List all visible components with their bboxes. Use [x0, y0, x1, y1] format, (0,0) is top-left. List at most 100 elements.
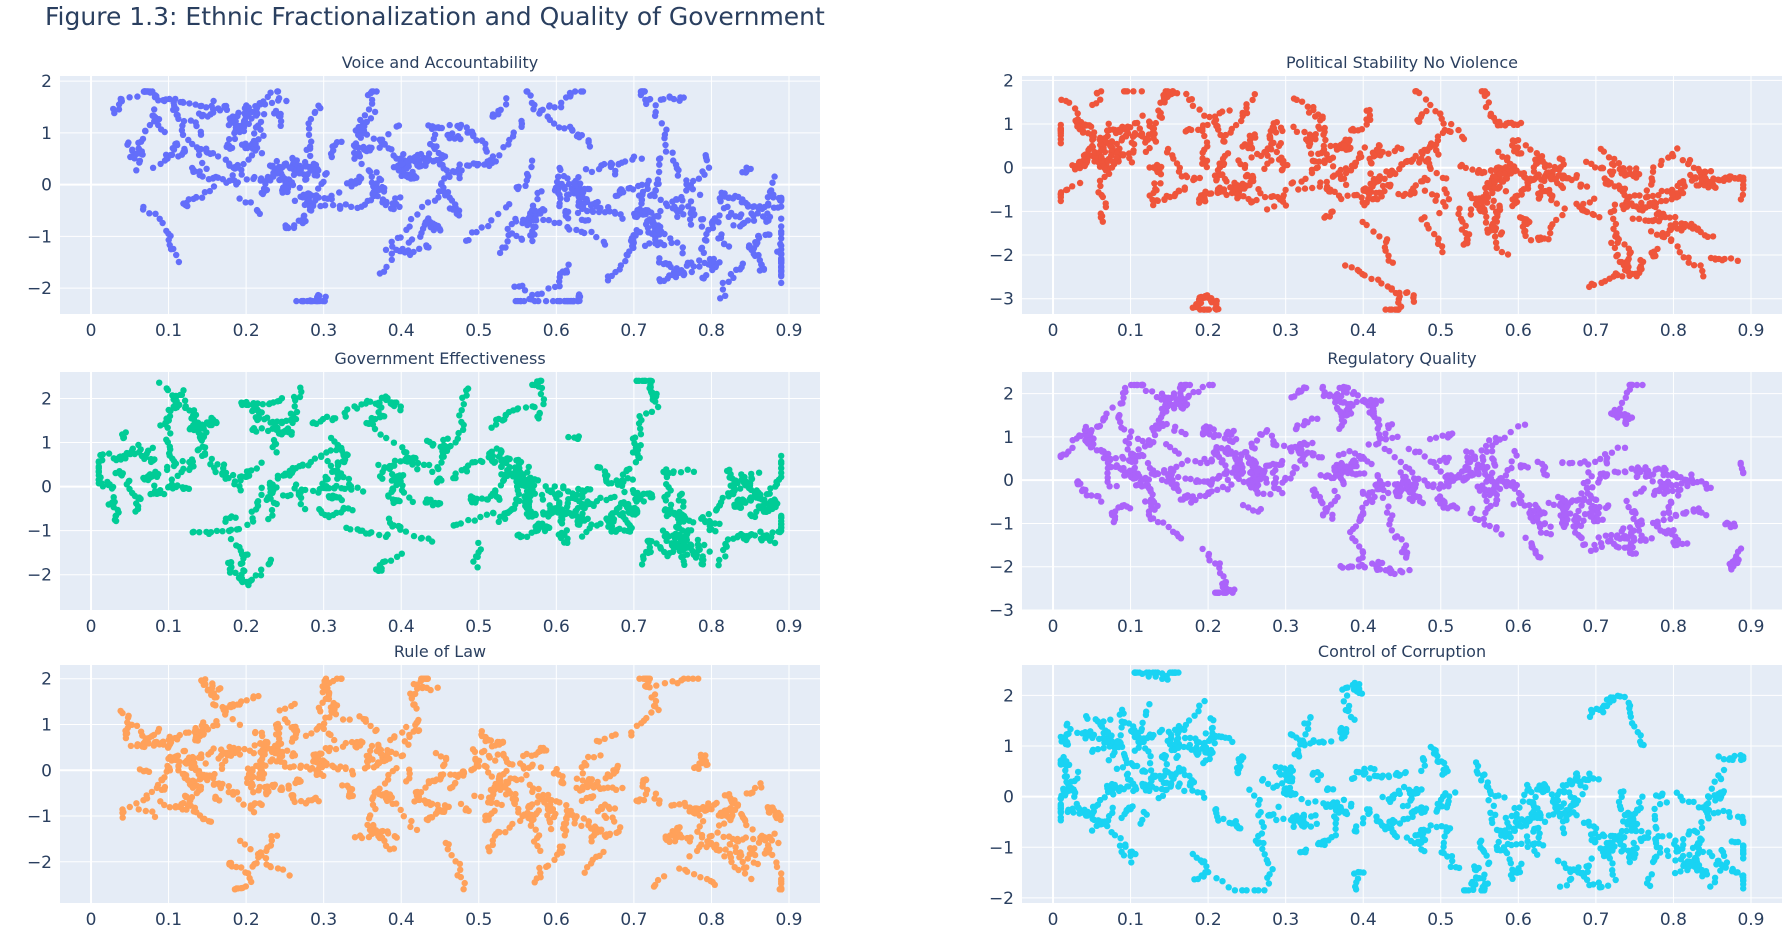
- scatter-point: [149, 164, 157, 171]
- scatter-point: [156, 379, 163, 386]
- scatter-point: [769, 179, 776, 186]
- y-tick-label: −3: [989, 601, 1014, 621]
- scatter-point: [227, 535, 235, 543]
- scatter-point: [1518, 150, 1525, 157]
- scatter-point: [111, 109, 118, 117]
- scatter-point: [1146, 164, 1153, 171]
- scatter-point: [249, 518, 257, 525]
- scatter-point: [1161, 196, 1168, 203]
- scatter-point: [368, 179, 376, 186]
- scatter-point: [157, 160, 164, 168]
- scatter-point: [195, 429, 202, 436]
- scatter-point: [558, 99, 565, 107]
- scatter-point: [731, 503, 738, 510]
- scatter-point: [395, 122, 403, 129]
- scatter-point: [368, 88, 376, 95]
- scatter-point: [373, 169, 380, 176]
- scatter-point: [416, 245, 423, 252]
- scatter-point: [95, 465, 103, 472]
- scatter-point: [1620, 165, 1627, 172]
- subplot-title: Political Stability No Violence: [1286, 53, 1518, 72]
- scatter-point: [588, 168, 596, 176]
- scatter-point: [1214, 189, 1222, 197]
- x-tick-label: 0.3: [1272, 617, 1299, 637]
- x-tick-label: 0.9: [775, 617, 802, 637]
- scatter-point: [1150, 201, 1157, 209]
- scatter-point: [167, 246, 175, 253]
- scatter-point: [1344, 192, 1351, 199]
- scatter-point: [1211, 118, 1218, 126]
- x-tick-label: 0.2: [1195, 617, 1222, 637]
- scatter-point: [252, 147, 259, 154]
- scatter-point: [167, 430, 174, 437]
- scatter-point: [489, 458, 497, 465]
- scatter-point: [1333, 404, 1341, 412]
- scatter-point: [1224, 150, 1232, 157]
- scatter-point: [180, 99, 187, 106]
- scatter-point: [280, 429, 287, 436]
- scatter-point: [307, 458, 314, 466]
- scatter-point: [702, 152, 709, 159]
- scatter-point: [1271, 203, 1278, 210]
- scatter-point: [1113, 154, 1120, 161]
- scatter-point: [670, 157, 677, 164]
- scatter-point: [1557, 164, 1564, 171]
- scatter-point: [457, 135, 464, 143]
- scatter-point: [1071, 105, 1079, 112]
- scatter-point: [119, 470, 127, 477]
- scatter-point: [717, 499, 725, 506]
- scatter-point: [629, 487, 637, 494]
- scatter-point: [165, 406, 172, 414]
- scatter-point: [1597, 145, 1605, 153]
- scatter-point: [656, 255, 663, 262]
- scatter-point: [1490, 197, 1497, 204]
- scatter-point: [523, 177, 530, 184]
- scatter-point: [182, 484, 190, 492]
- scatter-point: [680, 94, 687, 101]
- scatter-point: [573, 188, 580, 195]
- scatter-point: [1631, 192, 1639, 199]
- y-tick-label: −2: [989, 558, 1014, 578]
- x-tick-label: 0.8: [698, 321, 725, 341]
- scatter-point: [1199, 155, 1206, 162]
- scatter-point: [264, 173, 272, 181]
- x-tick-label: 0.8: [1660, 321, 1687, 341]
- scatter-point: [653, 239, 661, 246]
- scatter-point: [669, 205, 676, 212]
- scatter-point: [1139, 133, 1146, 140]
- y-tick-label: 1: [41, 434, 52, 454]
- scatter-point: [360, 123, 367, 131]
- scatter-point: [715, 235, 722, 242]
- scatter-point: [1394, 433, 1401, 440]
- scatter-point: [438, 459, 445, 466]
- scatter-point: [1428, 191, 1436, 198]
- scatter-point: [400, 151, 407, 158]
- scatter-point: [1282, 202, 1290, 209]
- scatter-point: [382, 246, 390, 253]
- scatter-point: [1412, 88, 1419, 95]
- scatter-point: [173, 251, 180, 259]
- scatter-point: [520, 216, 527, 223]
- scatter-point: [1682, 220, 1689, 228]
- scatter-point: [1559, 211, 1566, 219]
- x-tick-label: 0.3: [310, 617, 337, 637]
- scatter-point: [518, 117, 525, 125]
- scatter-point: [545, 510, 552, 517]
- scatter-point: [1436, 209, 1443, 217]
- scatter-point: [290, 171, 298, 178]
- subplot-4: 0 0.1 0.2 0.3 0.4 0.5 0.6 0.7 0.8 0.9−3−2−1012Reg…: [989, 349, 1782, 637]
- scatter-point: [290, 393, 298, 401]
- scatter-point: [1637, 256, 1644, 264]
- scatter-point: [436, 161, 444, 168]
- scatter-point: [1201, 112, 1208, 119]
- scatter-point: [1635, 215, 1643, 222]
- scatter-point: [109, 483, 117, 491]
- scatter-point: [213, 527, 221, 535]
- scatter-point: [1537, 183, 1545, 190]
- scatter-point: [662, 148, 670, 155]
- scatter-point: [1547, 229, 1554, 237]
- scatter-point: [1366, 106, 1373, 114]
- scatter-point: [1375, 142, 1383, 149]
- scatter-point: [164, 155, 171, 162]
- scatter-point: [725, 243, 733, 250]
